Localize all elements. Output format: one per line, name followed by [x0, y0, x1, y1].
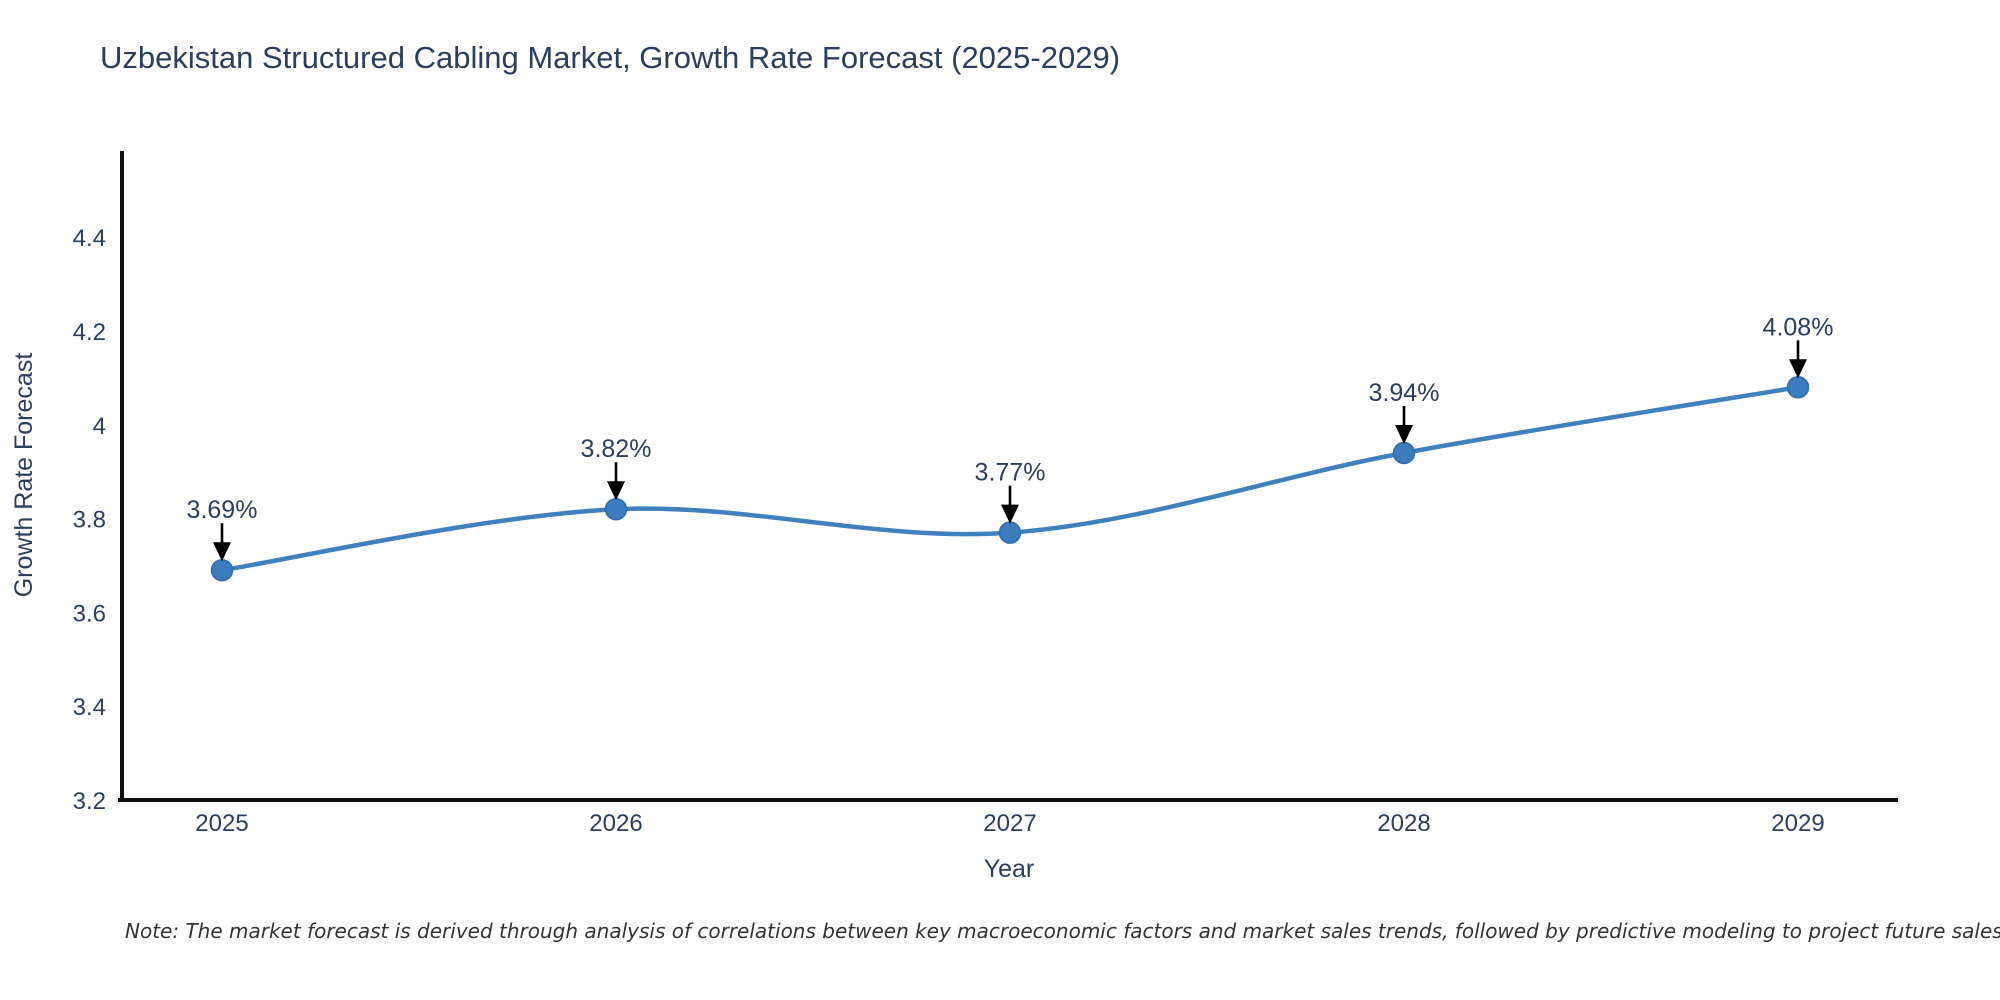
- data-point-label: 3.77%: [975, 459, 1046, 487]
- data-point-marker: [1786, 376, 1810, 399]
- data-point-marker: [604, 497, 628, 521]
- y-tick-label: 3.8: [73, 507, 106, 534]
- chart-series-layer: 3.2 3.4 3.6 3.8 4 4.2 4.4 2025 2026 2027 2028 2029 3…: [73, 225, 1834, 837]
- annotation-arrowhead: [1001, 504, 1019, 524]
- annotation-arrowhead: [213, 542, 231, 562]
- y-tick-label: 4.2: [73, 319, 106, 346]
- note-text: Note: The market forecast is derived thr…: [125, 919, 2000, 943]
- x-tick-label: 2026: [589, 810, 642, 837]
- x-tick-label: 2029: [1771, 810, 1824, 837]
- x-tick-label: 2028: [1377, 810, 1430, 837]
- data-point-marker: [210, 558, 234, 582]
- annotation-arrowhead: [607, 481, 625, 501]
- data-point-label: 3.94%: [1369, 379, 1440, 407]
- annotation-arrowhead: [1789, 359, 1807, 379]
- x-tick-label: 2027: [983, 810, 1036, 837]
- y-tick-label: 4.4: [73, 225, 106, 252]
- chart-title: Uzbekistan Structured Cabling Market, Gr…: [100, 40, 1121, 75]
- data-point-label: 3.82%: [581, 435, 652, 463]
- data-point-marker: [998, 521, 1022, 544]
- x-tick-label: 2025: [195, 810, 248, 837]
- y-axis-title: Growth Rate Forecast: [10, 353, 38, 598]
- y-tick-label: 4: [93, 413, 106, 440]
- data-point-label: 4.08%: [1763, 313, 1834, 341]
- data-point-label: 3.69%: [187, 496, 258, 524]
- y-tick-label: 3.4: [73, 694, 106, 721]
- y-tick-label: 3.6: [73, 600, 106, 627]
- y-tick-label: 3.2: [73, 788, 106, 815]
- data-point-marker: [1392, 441, 1416, 465]
- annotation-arrowhead: [1395, 424, 1413, 444]
- x-axis-title: Year: [984, 855, 1035, 883]
